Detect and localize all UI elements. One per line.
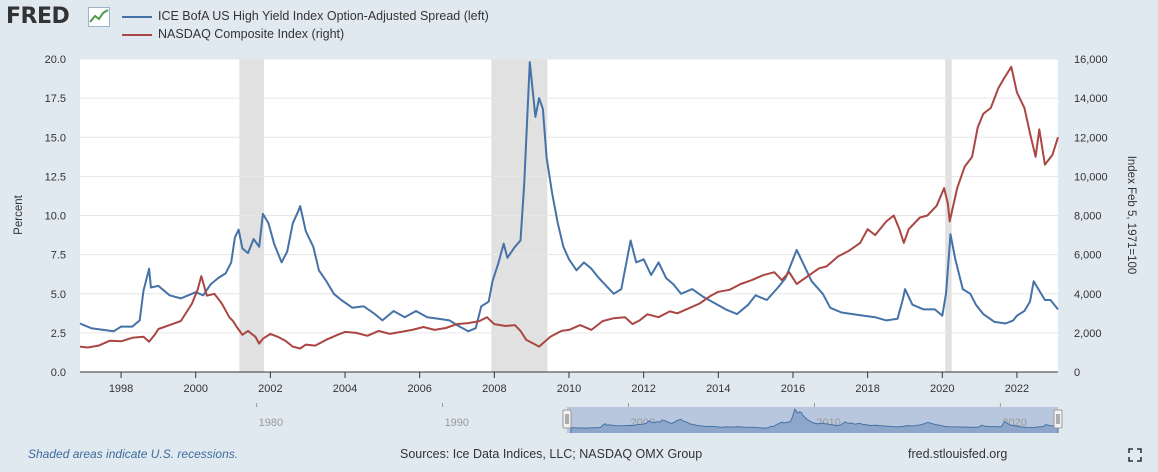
x-tick-label: 2006 <box>407 383 431 395</box>
x-tick-label: 2016 <box>781 383 805 395</box>
navigator-right-handle[interactable] <box>1053 409 1063 429</box>
y-axis-right-title: Index Feb 5, 1971=100 <box>1125 156 1137 275</box>
sources-text: Sources: Ice Data Indices, LLC; NASDAQ O… <box>400 447 703 461</box>
y-right-tick-label: 8,000 <box>1074 211 1102 223</box>
y-left-tick-label: 5.0 <box>51 289 66 301</box>
x-tick-label: 2002 <box>258 383 282 395</box>
legend-label-hy-spread: ICE BofA US High Yield Index Option-Adju… <box>158 9 489 23</box>
x-tick-label: 2018 <box>855 383 879 395</box>
y-right-tick-label: 12,000 <box>1074 132 1108 144</box>
x-tick-label: 2012 <box>631 383 655 395</box>
legend-swatch-nasdaq <box>122 33 152 36</box>
x-tick-label: 2004 <box>333 383 357 395</box>
y-left-tick-label: 12.5 <box>45 171 66 183</box>
fullscreen-icon[interactable] <box>1128 448 1142 462</box>
y-right-tick-label: 0 <box>1074 367 1080 379</box>
y-right-tick-label: 16,000 <box>1074 54 1108 66</box>
legend-label-nasdaq: NASDAQ Composite Index (right) <box>158 27 345 41</box>
series-line-nasdaq[interactable] <box>79 65 1059 350</box>
y-axis-left-title: Percent <box>13 194 25 234</box>
gridlines <box>80 58 1058 373</box>
x-tick-label: 2014 <box>706 383 730 395</box>
navigator-tick-label: 1980 <box>259 417 283 429</box>
fred-chart-icon <box>88 7 110 27</box>
y-right-tick-label: 10,000 <box>1074 171 1108 183</box>
y-left-tick-label: 0.0 <box>51 367 66 379</box>
y-left-tick-label: 15.0 <box>45 132 66 144</box>
y-left-tick-label: 17.5 <box>45 93 66 105</box>
range-navigator[interactable]: 1980 1990 2000 2010 2020 <box>80 403 1063 433</box>
y-left-tick-label: 10.0 <box>45 211 66 223</box>
y-left-tick-label: 2.5 <box>51 328 66 340</box>
legend-item-nasdaq[interactable]: NASDAQ Composite Index (right) <box>122 27 344 41</box>
x-tick-label: 2010 <box>557 383 581 395</box>
series-lines <box>79 61 1059 350</box>
y-right-tick-label: 4,000 <box>1074 289 1102 301</box>
y-left-tick-label: 20.0 <box>45 54 66 66</box>
x-tick-label: 2000 <box>183 383 207 395</box>
legend-item-hy-spread[interactable]: ICE BofA US High Yield Index Option-Adju… <box>122 9 489 23</box>
navigator-tick-label: 1990 <box>445 417 469 429</box>
source-url-link[interactable]: fred.stlouisfed.org <box>908 447 1008 461</box>
x-tick-label: 2008 <box>482 383 506 395</box>
chart: 0.0 2.5 5.0 7.5 10.0 12.5 15.0 17.5 20.0 0 2,000 4,… <box>13 54 1137 433</box>
series-line-hy-spread[interactable] <box>79 61 1059 333</box>
y-left-tick-label: 7.5 <box>51 250 66 262</box>
y-right-tick-label: 6,000 <box>1074 250 1102 262</box>
x-tick-label: 2022 <box>1005 383 1029 395</box>
x-tick-label: 2020 <box>930 383 954 395</box>
axes: 0.0 2.5 5.0 7.5 10.0 12.5 15.0 17.5 20.0 0 2,000 4,… <box>45 54 1108 395</box>
y-right-tick-label: 14,000 <box>1074 93 1108 105</box>
recession-note: Shaded areas indicate U.S. recessions. <box>28 447 239 461</box>
navigator-series-line <box>570 408 1059 433</box>
fred-logo[interactable]: FRED <box>6 4 70 29</box>
legend-swatch-hy-spread <box>122 15 152 18</box>
y-right-tick-label: 2,000 <box>1074 328 1102 340</box>
navigator-left-handle[interactable] <box>562 409 572 429</box>
x-tick-label: 1998 <box>109 383 133 395</box>
